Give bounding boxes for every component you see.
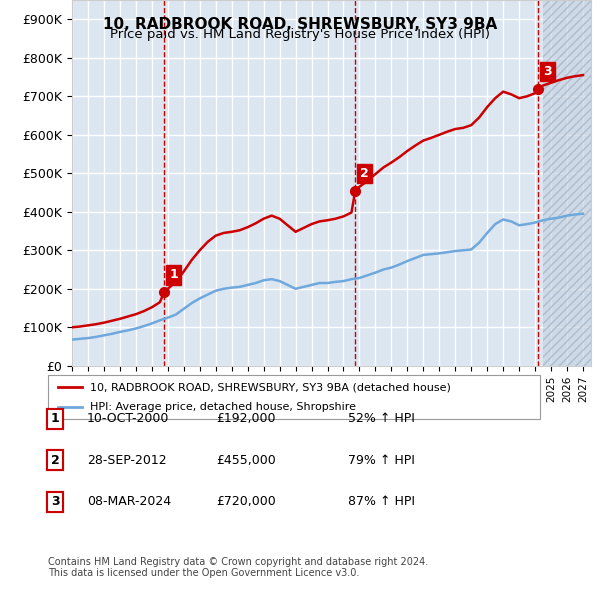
Text: Contains HM Land Registry data © Crown copyright and database right 2024.
This d: Contains HM Land Registry data © Crown c…	[48, 556, 428, 578]
Text: 1: 1	[169, 268, 178, 281]
Text: £192,000: £192,000	[216, 412, 275, 425]
Text: 10, RADBROOK ROAD, SHREWSBURY, SY3 9BA (detached house): 10, RADBROOK ROAD, SHREWSBURY, SY3 9BA (…	[90, 382, 451, 392]
Text: 3: 3	[543, 65, 551, 78]
FancyBboxPatch shape	[48, 375, 540, 419]
Text: £720,000: £720,000	[216, 495, 276, 508]
Text: 52% ↑ HPI: 52% ↑ HPI	[348, 412, 415, 425]
Text: 3: 3	[51, 495, 59, 508]
Text: 2: 2	[51, 454, 59, 467]
Text: 87% ↑ HPI: 87% ↑ HPI	[348, 495, 415, 508]
Text: 2: 2	[51, 454, 59, 467]
Text: HPI: Average price, detached house, Shropshire: HPI: Average price, detached house, Shro…	[90, 402, 356, 411]
Text: 1: 1	[51, 412, 59, 425]
Text: 3: 3	[51, 495, 59, 508]
Text: 08-MAR-2024: 08-MAR-2024	[87, 495, 171, 508]
Text: £455,000: £455,000	[216, 454, 276, 467]
Bar	[543, 0, 591, 366]
Text: Price paid vs. HM Land Registry's House Price Index (HPI): Price paid vs. HM Land Registry's House …	[110, 28, 490, 41]
Text: 2: 2	[360, 167, 369, 180]
Text: 28-SEP-2012: 28-SEP-2012	[87, 454, 167, 467]
Text: 10-OCT-2000: 10-OCT-2000	[87, 412, 169, 425]
Text: 10, RADBROOK ROAD, SHREWSBURY, SY3 9BA: 10, RADBROOK ROAD, SHREWSBURY, SY3 9BA	[103, 17, 497, 31]
Text: 79% ↑ HPI: 79% ↑ HPI	[348, 454, 415, 467]
Text: 1: 1	[51, 412, 59, 425]
